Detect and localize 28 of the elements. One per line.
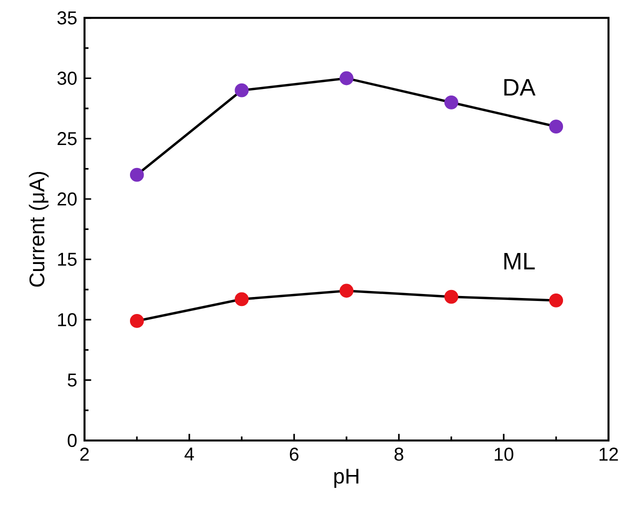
x-tick-label: 6 (290, 448, 298, 461)
y-tick-label: 15 (58, 252, 77, 266)
point (234, 292, 249, 306)
y-axis-title: Current (μA) (28, 172, 49, 287)
y-tick-label: 25 (58, 132, 77, 146)
y-tick-label: 35 (57, 11, 77, 24)
y-tick-label: 30 (57, 72, 77, 85)
x-tick-label: 4 (184, 448, 194, 460)
y-tick-label: 20 (58, 192, 77, 206)
x-tick-label: 12 (600, 448, 618, 461)
x-tick-label: 2 (80, 448, 89, 461)
point (130, 168, 144, 182)
y-tick-label: 0 (68, 434, 77, 448)
point (340, 284, 354, 298)
y-tick-label: 10 (58, 313, 77, 326)
y-tick-label: 5 (68, 374, 77, 387)
x-axis-title: pH (334, 468, 358, 488)
x-tick-label: 8 (394, 448, 404, 461)
point (234, 83, 249, 98)
point (549, 120, 564, 134)
point (340, 71, 354, 86)
x-tick-label: 10 (494, 448, 514, 461)
point (444, 290, 458, 304)
point (549, 293, 564, 308)
point (444, 95, 458, 110)
series-label: DA (504, 79, 536, 96)
point (130, 314, 144, 328)
series-label: ML (504, 252, 535, 270)
